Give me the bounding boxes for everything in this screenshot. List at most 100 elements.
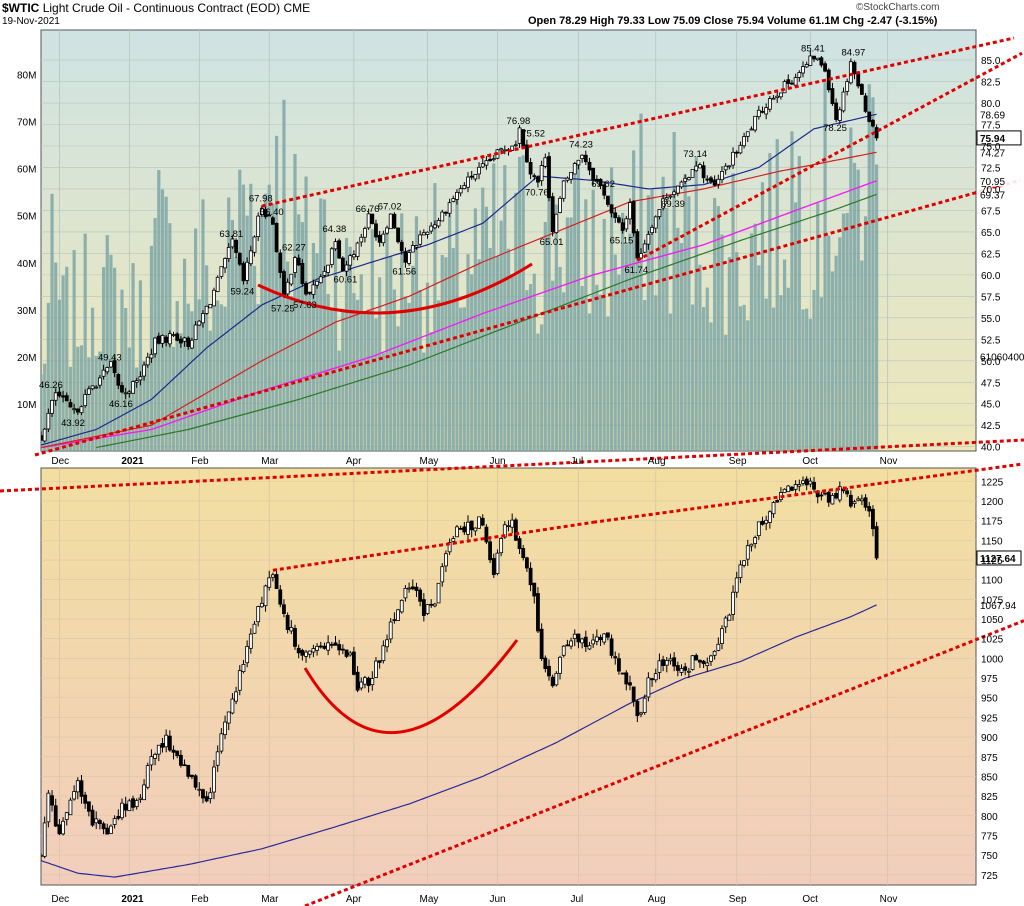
wtic-candle <box>440 211 445 222</box>
wtic-ma100-line <box>41 151 877 449</box>
wtic-candle <box>628 202 632 220</box>
wtic-candle <box>709 177 713 182</box>
volume-bar <box>805 308 809 451</box>
xoi-candle <box>153 753 158 759</box>
xoi-candle <box>517 538 522 550</box>
price-annotation: 69.62 <box>591 179 615 190</box>
wtic-candle <box>488 158 492 162</box>
xoi-candle <box>686 670 691 673</box>
wtic-last-label: 69.37 <box>980 190 1005 201</box>
xoi-candle <box>237 670 242 691</box>
xoi-candle <box>167 735 172 751</box>
wtic-candle <box>120 385 124 393</box>
price-annotation: 64.38 <box>322 224 346 235</box>
xoi-candle <box>219 733 224 752</box>
volume-bar <box>580 286 584 451</box>
xoi-candle <box>285 614 290 630</box>
xoi-candle <box>874 526 879 559</box>
volume-bar <box>632 150 636 451</box>
volume-bar <box>499 220 503 451</box>
volume-bar <box>639 113 643 451</box>
volume-bar <box>709 322 713 451</box>
xoi-x-tick-label: Apr <box>346 894 362 905</box>
volume-bar <box>838 237 842 451</box>
wtic-y-tick-label: 75.0 <box>981 142 1001 153</box>
volume-bar <box>606 316 610 451</box>
xoi-candle <box>661 659 666 666</box>
xoi-candle <box>602 633 607 643</box>
volume-bar <box>90 307 95 451</box>
volume-bar <box>746 320 750 451</box>
xoi-candle <box>558 656 562 674</box>
volume-bar <box>679 243 684 451</box>
wtic-candle <box>624 218 629 230</box>
xoi-candle <box>370 678 375 686</box>
xoi-candle <box>429 603 434 606</box>
xoi-candle <box>112 818 117 825</box>
wtic-candle <box>252 236 257 253</box>
xoi-candle <box>793 484 798 490</box>
xoi-candle <box>271 574 275 578</box>
wtic-candle <box>134 380 139 383</box>
wtic-x-tick-label: 2021 <box>121 456 144 467</box>
price-annotation: 43.92 <box>61 418 85 429</box>
xoi-candle <box>340 648 345 651</box>
xoi-candle <box>664 660 669 666</box>
xoi-candle <box>101 823 106 830</box>
wtic-candle <box>407 252 412 264</box>
volume-bar <box>61 275 65 451</box>
volume-bar <box>182 258 187 451</box>
volume-bar <box>698 264 702 451</box>
wtic-candle <box>764 107 769 115</box>
volume-bar <box>72 250 76 451</box>
volume-bar <box>241 184 246 451</box>
volume-bar <box>742 304 746 451</box>
wtic-y-tick-label: 65.0 <box>981 228 1001 239</box>
wtic-candle <box>97 377 102 386</box>
xoi-candle <box>318 645 323 648</box>
wtic-candle <box>672 191 677 195</box>
wtic-candle <box>315 280 319 286</box>
wtic-candle <box>455 191 459 200</box>
wtic-candle <box>300 262 305 285</box>
wtic-candle <box>429 225 434 232</box>
volume-bar <box>297 214 301 451</box>
wtic-steep-trendline <box>636 51 1023 262</box>
wtic-y-tick-label: 57.5 <box>981 292 1001 303</box>
xoi-y-tick-label: 925 <box>981 713 998 724</box>
xoi-candle <box>53 805 58 827</box>
wtic-y-tick-label: 62.5 <box>981 249 1001 260</box>
wtic-upper-trendline <box>261 36 1015 208</box>
volume-bar <box>396 326 400 451</box>
xoi-y-tick-label: 750 <box>981 851 998 862</box>
wtic-candle <box>245 261 250 281</box>
wtic-candle <box>322 270 327 276</box>
chart-symbol: $WTIC <box>2 1 40 15</box>
xoi-candle <box>131 798 135 808</box>
xoi-y-tick-label: 1200 <box>981 497 1004 508</box>
wtic-candle <box>116 374 121 386</box>
xoi-candle <box>293 628 297 647</box>
volume-bar <box>506 248 511 451</box>
wtic-candle <box>340 257 345 272</box>
xoi-candle <box>451 538 456 542</box>
wtic-candle <box>749 128 754 131</box>
wtic-candle <box>536 176 540 183</box>
volume-bar <box>665 207 669 451</box>
wtic-candle <box>797 72 802 78</box>
xoi-y-tick-label: 850 <box>981 772 998 783</box>
price-annotation: 67.02 <box>378 202 402 213</box>
price-annotation: 66.76 <box>356 204 380 215</box>
volume-bar <box>735 252 739 451</box>
volume-bar <box>370 229 374 451</box>
volume-bar <box>477 259 481 451</box>
volume-bar <box>841 213 846 451</box>
xoi-candle <box>598 636 603 641</box>
xoi-candle <box>848 494 853 507</box>
volume-bar <box>705 287 709 451</box>
xoi-candle <box>223 721 227 736</box>
volume-bar <box>720 234 724 451</box>
wtic-candle <box>561 180 566 199</box>
wtic-candle <box>83 394 88 407</box>
xoi-candle <box>657 660 662 673</box>
